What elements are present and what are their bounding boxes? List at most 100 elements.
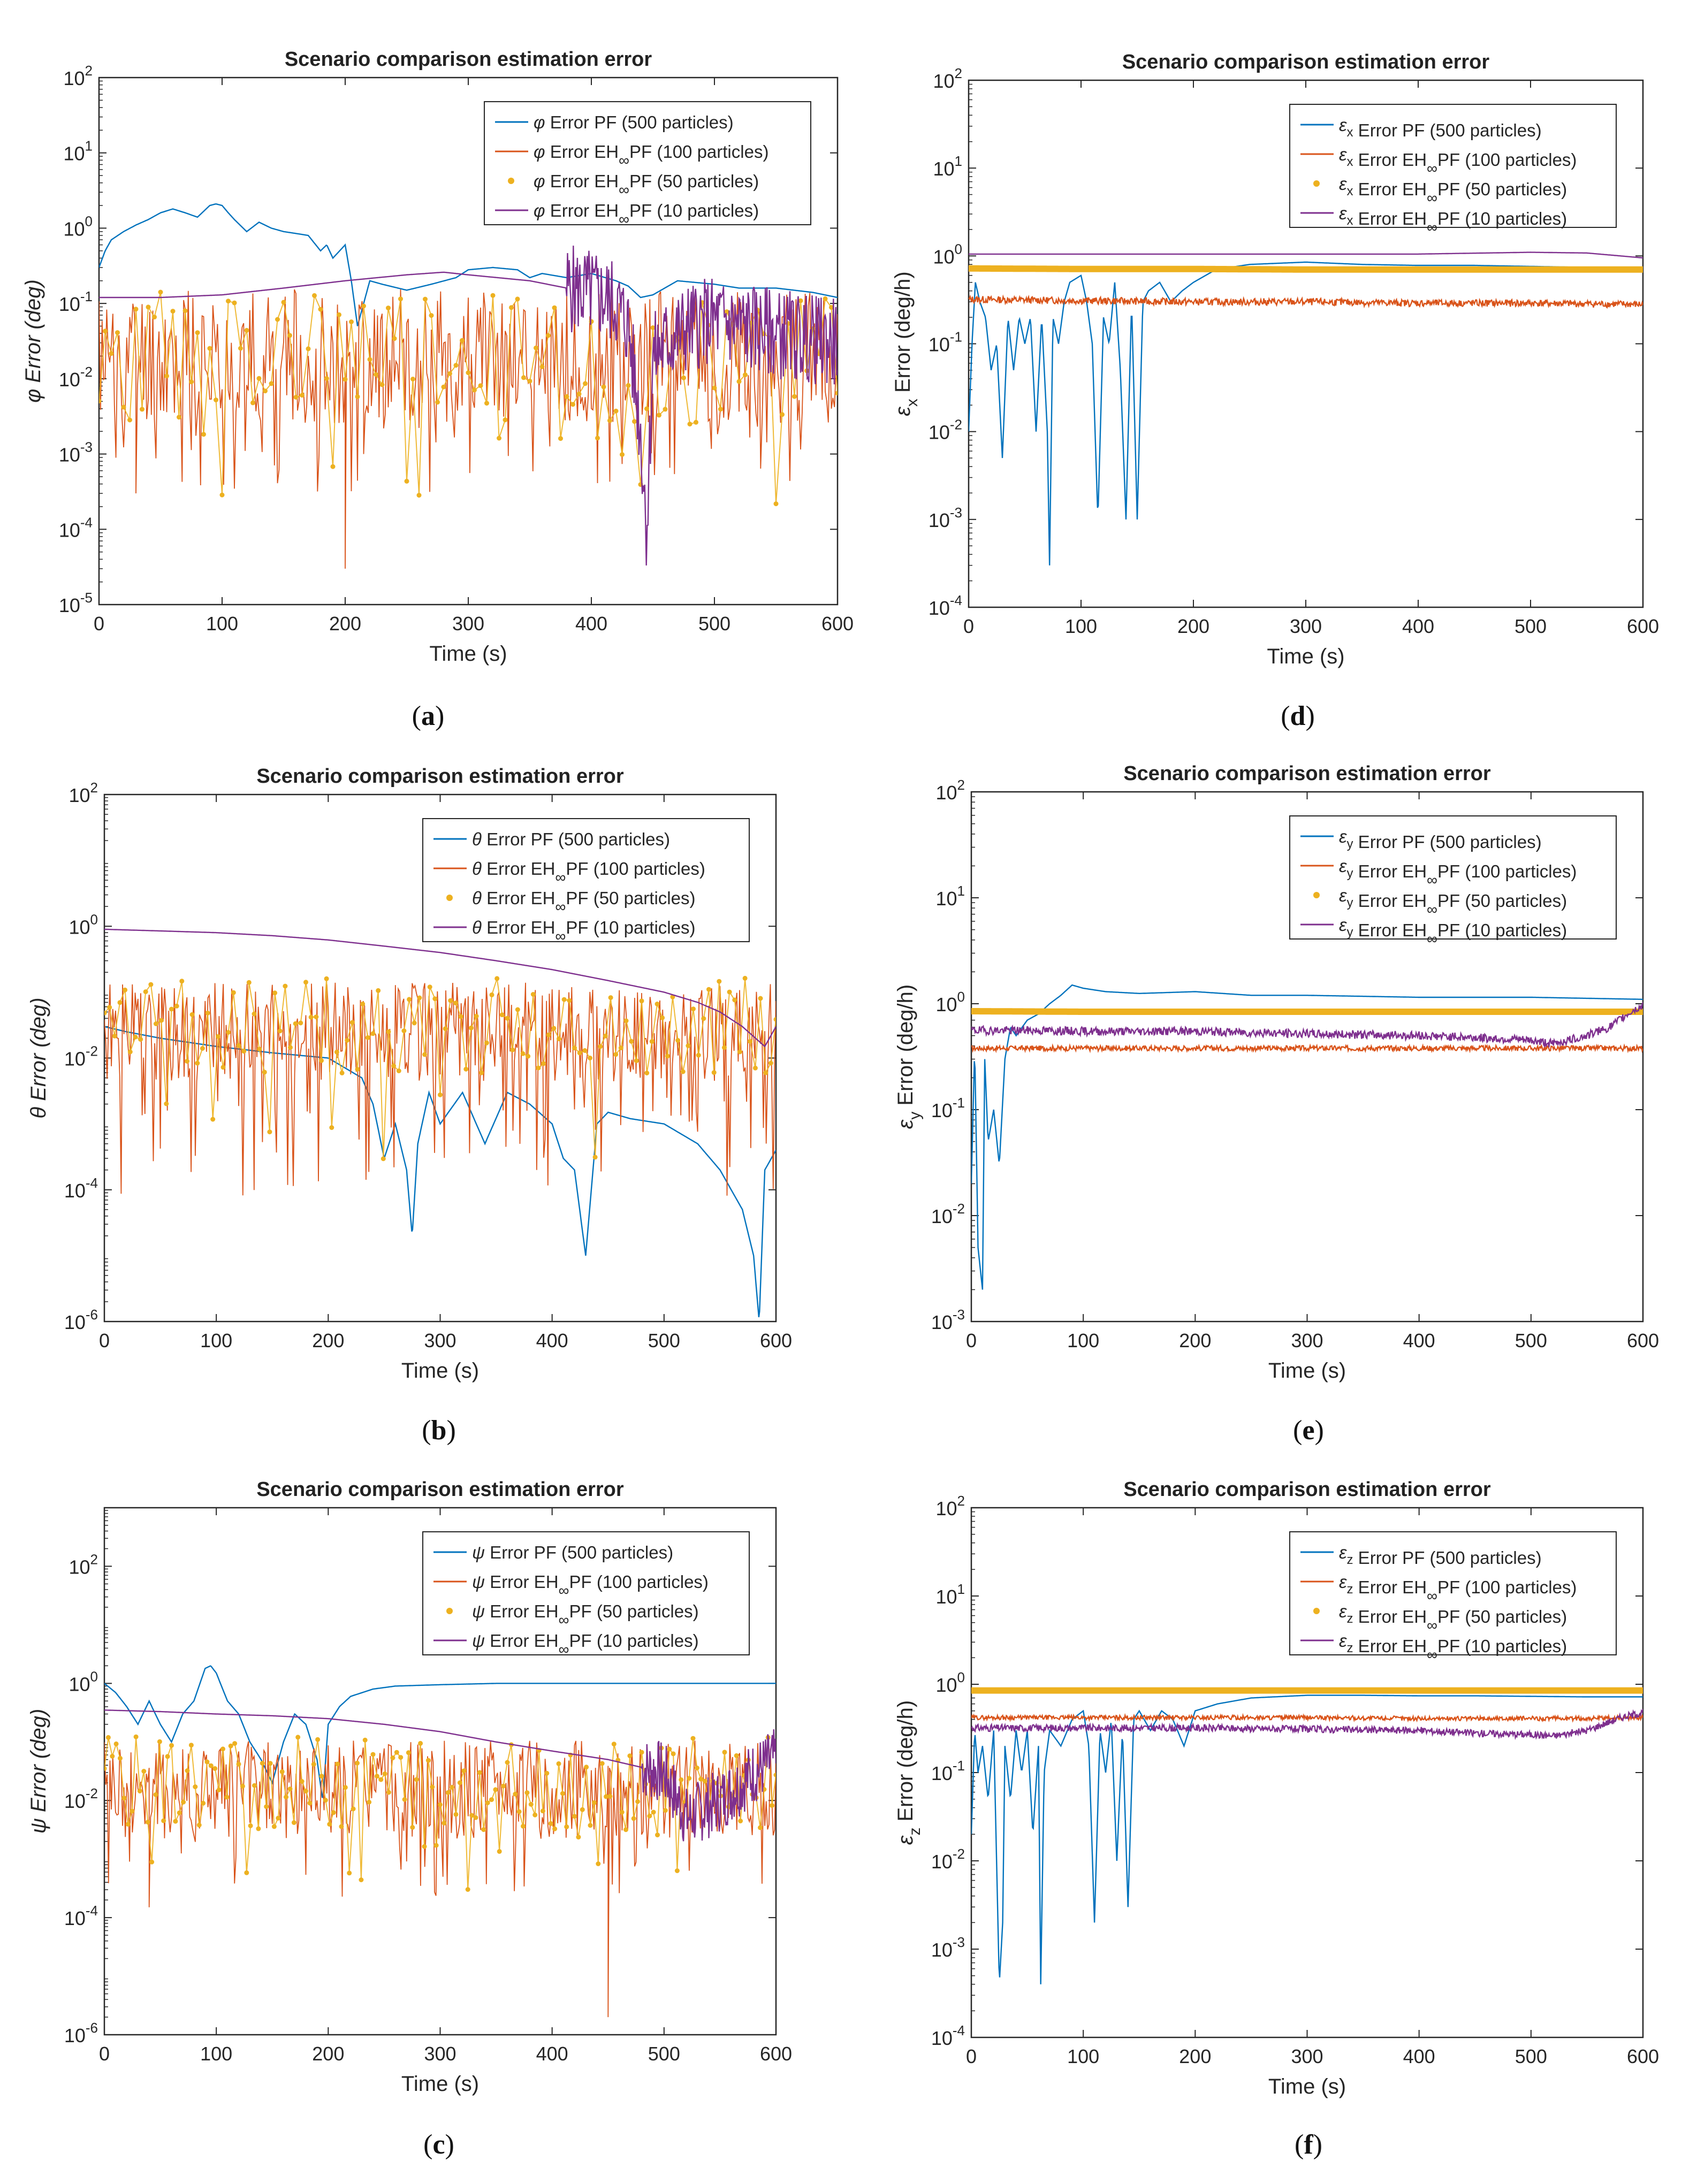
series-point-eh50 [339,1070,345,1075]
y-tick-label: 10-3 [931,1307,965,1333]
series-point-eh50 [158,1018,164,1023]
series-point-eh50 [339,1824,344,1829]
series-point-eh50 [370,1752,376,1757]
series-point-eh50 [319,1774,324,1779]
y-tick-label: 10-4 [64,1175,98,1202]
series-point-eh50 [629,1038,634,1044]
series-point-eh50 [236,1761,241,1767]
series-point-eh50 [564,1824,569,1829]
series-line-eh10 [104,1709,776,1842]
chart-panel-d: Scenario comparison estimation error 0 100… [891,51,1659,731]
series-group [104,1665,776,2018]
x-axis-label: Time (s) [401,1359,479,1383]
legend-label: εz Error EH∞PF (100 particles) [1339,1572,1577,1604]
series-point-eh50 [410,1824,415,1830]
series-point-eh50 [298,1020,303,1026]
legend: φ Error PF (500 particles) φ Error EH∞PF … [484,101,811,227]
series-point-eh50 [651,1809,656,1815]
series-point-eh50 [257,1047,262,1052]
y-tick-label: 100 [69,1668,98,1695]
series-point-eh50 [174,1003,179,1009]
series-point-eh50 [118,1755,123,1761]
x-axis-label: Time (s) [429,642,507,666]
series-point-eh50 [655,1832,660,1838]
series-point-eh50 [499,1012,505,1018]
y-tick-label: 10-2 [929,417,962,444]
series-point-eh50 [570,402,575,407]
panel-label: (e) [1293,1415,1324,1446]
y-tick-label: 10-3 [931,1934,965,1961]
series-point-eh50 [623,1018,629,1024]
series-point-eh50 [244,1870,249,1875]
series-point-eh50 [220,1746,225,1752]
series-point-eh50 [611,1742,617,1747]
series-point-eh50 [287,333,292,338]
series-line-eh100 [104,1740,776,2018]
series-point-eh50 [351,1806,356,1812]
series-point-eh50 [417,995,422,1001]
x-tick-label: 300 [1291,2045,1323,2067]
legend: ψ Error PF (500 particles) ψ Error EH∞PF … [422,1531,750,1658]
series-point-eh50 [435,400,440,405]
x-tick-label: 100 [200,1330,232,1351]
series-point-eh50 [484,1040,489,1045]
series-point-eh50 [536,1065,541,1071]
legend-label: ψ Error PF (500 particles) [472,1542,673,1562]
series-point-eh50 [381,1156,386,1162]
x-tick-label: 200 [329,613,361,635]
legend-label: εx Error EH∞PF (100 particles) [1339,144,1577,177]
series-point-eh50 [589,319,594,324]
series-point-eh50 [121,1796,127,1801]
series-point-eh50 [539,364,545,369]
series-point-eh50 [127,1049,133,1055]
series-point-eh50 [210,1117,216,1122]
legend: εx Error PF (500 particles) εx Error EH∞P… [1289,104,1617,235]
series-point-eh50 [596,1861,601,1866]
series-point-eh50 [138,1037,143,1042]
x-tick-label: 400 [1403,2045,1435,2067]
legend-marker [1313,892,1320,898]
y-axis-label: εz Error (deg/h) [894,1700,924,1845]
series-point-eh50 [503,417,508,423]
x-tick-label: 500 [1515,1330,1547,1351]
series-point-eh50 [406,1750,411,1755]
series-point-eh50 [687,422,693,427]
series-point-eh50 [505,1760,510,1765]
series-point-eh50 [515,296,520,302]
series-point-eh50 [680,1069,686,1074]
series-group [971,984,1643,1290]
series-point-eh50 [490,293,496,298]
chart-panel-b: Scenario comparison estimation error 0 100… [27,765,792,1446]
y-tick-label: 10-2 [59,364,93,391]
series-point-eh50 [291,1820,296,1825]
x-tick-label: 100 [1067,2045,1099,2067]
series-point-eh50 [391,1063,397,1068]
series-line-pf500 [971,984,1643,1290]
series-point-eh50 [115,330,120,335]
series-point-eh50 [215,1034,220,1039]
x-axis-label: Time (s) [1268,1359,1346,1383]
legend-label: εy Error PF (500 particles) [1339,827,1542,852]
y-tick-label: 10-1 [59,288,93,315]
series-point-eh50 [398,296,403,302]
series-point-eh50 [453,363,459,368]
series-point-eh50 [307,1800,313,1806]
series-point-eh50 [748,1038,753,1044]
series-point-eh50 [521,375,526,380]
y-tick-label: 10-1 [931,1095,965,1121]
series-point-eh50 [489,992,494,997]
series-point-eh50 [219,492,225,498]
series-line-eh50 [969,265,1643,273]
series-point-eh50 [300,393,305,398]
series-point-eh50 [768,1060,773,1066]
series-point-eh50 [580,1807,585,1812]
series-line-eh10 [104,928,776,1048]
legend-label: εz Error EH∞PF (10 particles) [1339,1631,1567,1663]
series-point-eh50 [576,1835,581,1840]
y-tick-label: 102 [935,777,965,804]
series-point-eh50 [450,1785,455,1790]
series-point-eh50 [365,1035,370,1040]
series-point-eh50 [109,351,114,356]
series-point-eh50 [410,377,415,381]
